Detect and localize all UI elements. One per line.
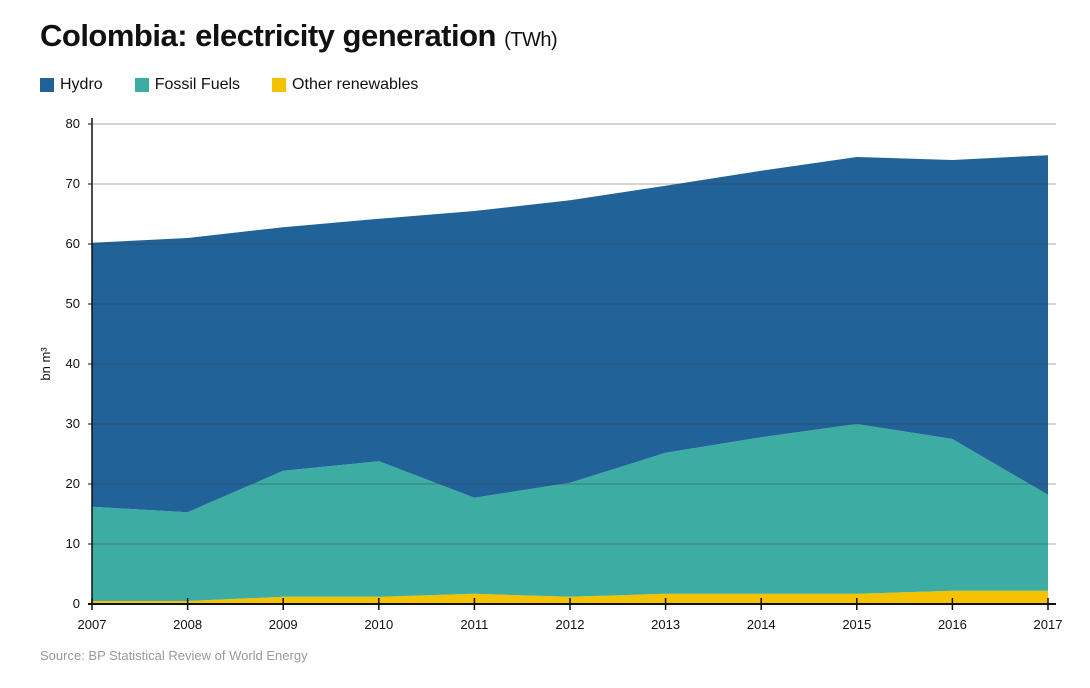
source-note: Source: BP Statistical Review of World E… (40, 648, 308, 663)
x-tick-label: 2014 (747, 617, 776, 632)
y-tick-label: 80 (66, 116, 80, 131)
y-tick-label: 50 (66, 296, 80, 311)
x-tick-label: 2013 (651, 617, 680, 632)
x-tick-label: 2017 (1034, 617, 1063, 632)
x-tick-label: 2010 (364, 617, 393, 632)
legend: Hydro Fossil Fuels Other renewables (40, 76, 418, 94)
y-tick-label: 60 (66, 236, 80, 251)
area-fossil-fuels (92, 424, 1048, 601)
legend-swatch (40, 78, 54, 92)
legend-swatch (134, 78, 149, 92)
y-tick-label: 40 (66, 356, 80, 371)
legend-label: Other renewables (292, 76, 419, 93)
x-tick-label: 2009 (269, 617, 298, 632)
legend-item-fossil-fuels: Fossil Fuels (134, 76, 241, 94)
x-tick-label: 2008 (173, 617, 202, 632)
y-tick-label: 30 (66, 416, 80, 431)
x-tick-label: 2016 (938, 617, 967, 632)
x-tick-label: 2012 (556, 617, 585, 632)
legend-item-hydro: Hydro (40, 76, 103, 94)
y-tick-label: 0 (73, 596, 80, 611)
title-unit: (TWh) (504, 29, 558, 51)
legend-item-other-renewables: Other renewables (272, 76, 418, 94)
legend-swatch (272, 78, 287, 92)
area-hydro (92, 155, 1048, 513)
y-tick-label: 20 (66, 476, 80, 491)
legend-label: Hydro (60, 76, 103, 93)
y-tick-label: 10 (66, 536, 80, 551)
x-tick-label: 2007 (78, 617, 107, 632)
y-tick-label: 70 (66, 176, 80, 191)
chart-title: Colombia: electricity generation (TWh) (40, 18, 558, 53)
x-tick-label: 2015 (842, 617, 871, 632)
x-tick-label: 2011 (460, 617, 488, 632)
area-other-renewables (92, 590, 1048, 604)
y-axis-label: bn m³ (38, 347, 53, 381)
legend-label: Fossil Fuels (154, 76, 241, 93)
